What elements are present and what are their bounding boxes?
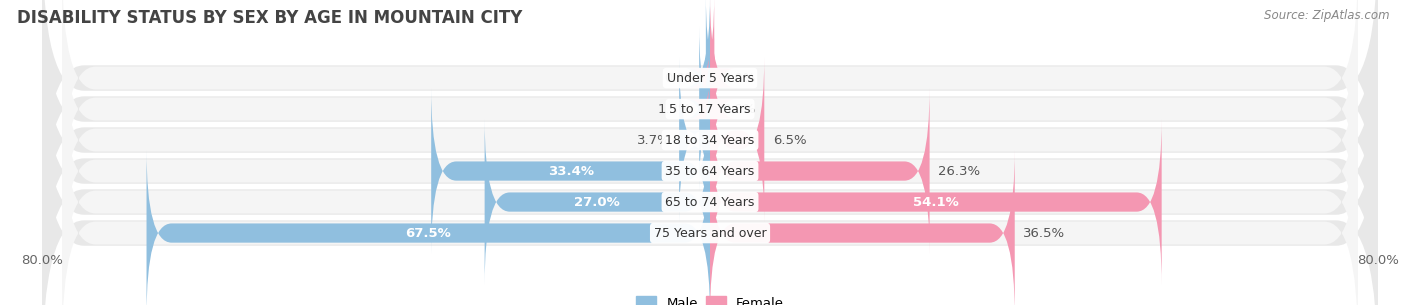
FancyBboxPatch shape: [689, 26, 735, 192]
Text: Under 5 Years: Under 5 Years: [666, 72, 754, 84]
FancyBboxPatch shape: [42, 60, 1378, 305]
FancyBboxPatch shape: [485, 119, 710, 285]
Text: DISABILITY STATUS BY SEX BY AGE IN MOUNTAIN CITY: DISABILITY STATUS BY SEX BY AGE IN MOUNT…: [17, 9, 522, 27]
FancyBboxPatch shape: [62, 59, 1358, 284]
FancyBboxPatch shape: [710, 88, 929, 254]
FancyBboxPatch shape: [42, 0, 1378, 251]
Text: 5 to 17 Years: 5 to 17 Years: [669, 102, 751, 116]
Text: 27.0%: 27.0%: [575, 196, 620, 209]
Text: 1.3%: 1.3%: [657, 102, 690, 116]
Text: 26.3%: 26.3%: [938, 165, 980, 178]
FancyBboxPatch shape: [146, 150, 710, 305]
Text: 0.0%: 0.0%: [723, 72, 756, 84]
FancyBboxPatch shape: [62, 90, 1358, 305]
FancyBboxPatch shape: [42, 29, 1378, 305]
Text: 0.0%: 0.0%: [664, 72, 697, 84]
FancyBboxPatch shape: [689, 0, 735, 161]
Text: 36.5%: 36.5%: [1024, 227, 1066, 239]
Text: 18 to 34 Years: 18 to 34 Years: [665, 134, 755, 146]
Text: 33.4%: 33.4%: [547, 165, 593, 178]
FancyBboxPatch shape: [42, 91, 1378, 305]
FancyBboxPatch shape: [710, 119, 1161, 285]
FancyBboxPatch shape: [679, 57, 710, 224]
FancyBboxPatch shape: [62, 0, 1358, 221]
FancyBboxPatch shape: [62, 27, 1358, 253]
Text: 67.5%: 67.5%: [405, 227, 451, 239]
Text: 54.1%: 54.1%: [912, 196, 959, 209]
FancyBboxPatch shape: [62, 120, 1358, 305]
FancyBboxPatch shape: [62, 0, 1358, 191]
Text: 3.7%: 3.7%: [637, 134, 671, 146]
FancyBboxPatch shape: [685, 26, 724, 192]
FancyBboxPatch shape: [42, 0, 1378, 220]
Legend: Male, Female: Male, Female: [636, 296, 785, 305]
Text: 75 Years and over: 75 Years and over: [654, 227, 766, 239]
Text: Source: ZipAtlas.com: Source: ZipAtlas.com: [1264, 9, 1389, 22]
FancyBboxPatch shape: [42, 0, 1378, 282]
Text: 0.0%: 0.0%: [723, 102, 756, 116]
Text: 35 to 64 Years: 35 to 64 Years: [665, 165, 755, 178]
Text: 6.5%: 6.5%: [773, 134, 806, 146]
FancyBboxPatch shape: [432, 88, 710, 254]
Text: 65 to 74 Years: 65 to 74 Years: [665, 196, 755, 209]
FancyBboxPatch shape: [710, 150, 1015, 305]
FancyBboxPatch shape: [685, 0, 731, 161]
FancyBboxPatch shape: [710, 57, 765, 224]
